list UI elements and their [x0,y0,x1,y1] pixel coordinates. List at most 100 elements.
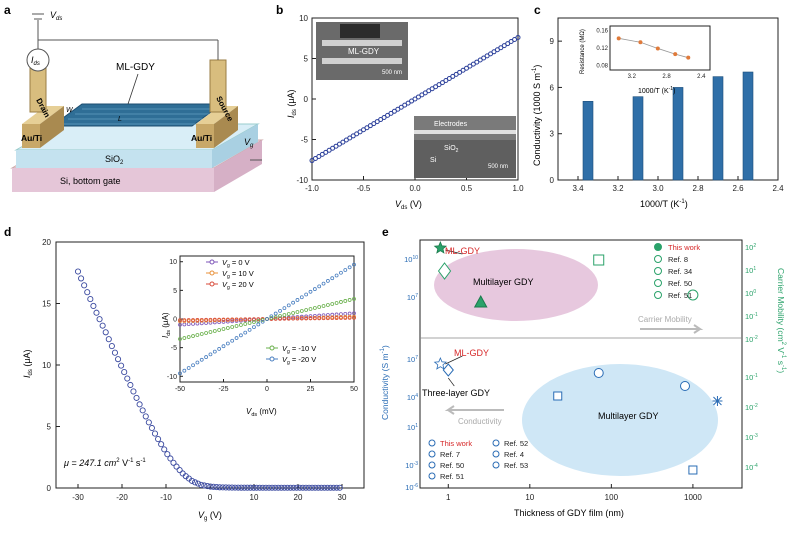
chart-e-left-tick: 10-3 [405,461,418,470]
chart-c-inset-xtick-label: 3.2 [628,74,637,80]
chart-b-point [477,57,483,63]
chart-d-inset-point [191,363,195,368]
chart-d-inset-point [312,306,317,310]
chart-d-point [127,381,134,389]
sem-bottom-scale: 500 nm [488,164,508,170]
panel-label-d: d [4,225,11,239]
chart-b-xtick-label: -1.0 [305,184,319,193]
chart-c-inset-xlabel: 1000/T (K-1) [638,86,675,95]
chart-d-point [204,482,211,490]
chart-b-point [446,75,452,81]
chart-d-point [265,484,273,491]
chart-b-point [357,129,363,135]
chart-d-inset-point [204,355,209,359]
chart-d-inset-point [243,330,248,335]
conductivity-arrow [444,405,504,415]
sem-top-electrode2 [322,58,402,64]
chart-d-point [78,275,85,282]
chart-d-point [268,484,276,491]
chart-b-ytick-label: -10 [296,176,308,185]
chart-d-legend-label: Vg = -10 V [282,344,316,355]
legend-top-label: Ref. 34 [668,267,692,276]
chart-d-point [232,484,239,491]
chart-d-inset-point [225,319,230,324]
ml-gdy-bottom-pointer [445,355,463,365]
chart-d-point [281,484,288,491]
chart-d-inset-point [291,300,296,305]
chart-d-inset-point [291,316,296,321]
chart-d-inset-point [234,319,239,323]
chart-b-point [350,133,356,139]
chart-d-inset-xtick-label: 0 [265,386,269,393]
chart-d-inset-point [199,321,204,326]
chart-b-point [405,100,411,106]
chart-d-point [176,466,183,474]
chart-d-inset-xtick-label: -50 [175,386,185,393]
chart-c-inset-point [655,46,660,51]
substrate-label: Si, bottom gate [60,176,121,186]
chart-d-inset-point [286,312,291,316]
chart-d-point [148,424,155,432]
chart-d-inset-point [325,303,330,307]
legend-bottom-label: This work [440,439,472,448]
chart-d-inset-point [347,265,352,270]
chart-d-inset-point [221,327,226,331]
chart-d-inset-point [191,318,195,322]
chart-d-inset-point [186,366,191,370]
w-label: W [66,107,74,114]
chart-d-inset-point [352,262,356,267]
ref8-point [437,262,452,280]
chart-b: -1.0 -0.5 0.0 0.5 1.0 -10 -5 0 5 10 ML-GDY 500 nm… [286,14,524,211]
chart-d-point [158,441,165,448]
chart-d-inset-point [325,316,330,321]
chart-e-left-tick-top: 107 [407,293,418,302]
chart-d-point [247,484,254,491]
chart-d-inset-point [256,322,261,327]
chart-b-point [515,34,521,40]
legend-bottom-right-marker [492,450,500,458]
chart-d-inset-point [347,316,352,320]
chart-d-point [216,484,223,491]
chart-d-inset-point [299,316,304,321]
chart-e-right-tick: 101 [745,266,756,275]
legend-bottom-label: Ref. 7 [440,450,460,459]
ref50-point [593,254,605,266]
chart-d-inset-point [234,324,239,328]
chart-d-point [293,484,300,491]
chart-c-inset: 3.2 2.8 2.4 0.08 0.12 0.16 [596,28,706,80]
chart-b-series [309,34,521,164]
chart-d-inset-point [225,317,230,322]
ids-label: Ids [31,55,40,67]
chart-d-inset-point [269,316,274,320]
chart-d-point [299,484,306,491]
sem-bottom-layer [414,130,516,134]
chart-d-point [198,481,205,488]
chart-d-inset-point [312,316,317,321]
legend-bottom-label: Ref. 51 [440,472,464,481]
panel-label-c: c [534,3,541,17]
chart-d-inset-point [221,319,226,324]
legend-top-marker [654,243,662,251]
chart-d-inset-point [330,312,335,317]
chart-e-right-tick: 100 [745,289,756,298]
chart-d-point [213,484,220,491]
chart-d-point [188,477,196,484]
ref4-point [688,465,698,475]
chart-d-inset-point [208,330,213,334]
chart-d-point [244,484,251,491]
chart-c-xtick-label: 2.4 [772,184,784,193]
chart-d-inset-point [343,268,348,272]
sem-oxide-label: SiO2 [444,145,459,154]
chart-b-point [484,53,490,59]
chart-d-xtick-label: -20 [116,493,128,502]
chart-d-inset-point [330,276,335,281]
chart-d-inset-point [312,287,317,291]
ref52-point [680,381,691,391]
chart-b-ylabel: Ids (μA) [286,89,298,118]
chart-d-inset-point [186,335,191,339]
chart-b-point [505,41,511,47]
chart-b-point [347,135,353,141]
chart-c-xtick-label: 3.0 [652,184,664,193]
